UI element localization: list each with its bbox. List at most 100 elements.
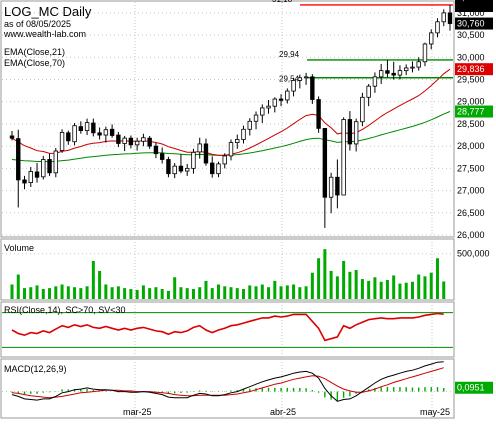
candle-body [435, 21, 440, 34]
candle-body [266, 105, 271, 109]
price-tick-label: 29,000 [457, 97, 485, 107]
macd-hist-tag-bg [455, 381, 493, 394]
price-tick-label: 26,500 [457, 208, 485, 218]
volume-bar [354, 270, 358, 299]
volume-bar [235, 288, 239, 299]
rsi-line [11, 312, 444, 342]
candle-body [272, 98, 277, 107]
site-link[interactable]: www.wealth-lab.com [3, 29, 86, 39]
volume-bar [323, 249, 327, 299]
candlesticks [9, 4, 453, 228]
candle-body [216, 163, 221, 175]
level-lines: 31,18 29,94 29,54 [272, 0, 453, 84]
macd-plot [2, 361, 453, 402]
candle-body [422, 43, 428, 63]
candle-body [147, 137, 152, 147]
candle-body [66, 132, 71, 142]
x-label-may: may-25 [420, 407, 450, 417]
candle-body [397, 70, 403, 76]
candle-body [322, 127, 328, 198]
grid-layer [2, 2, 453, 417]
candle-body [116, 134, 121, 144]
volume-bar [98, 270, 102, 299]
volume-bar [123, 288, 127, 299]
candle-body [203, 143, 209, 164]
price-tick-label: 31,000 [457, 8, 485, 18]
ema-fast-legend: EMA(Close,21) [4, 47, 65, 57]
volume-bar [317, 258, 321, 299]
candle-body [97, 132, 102, 136]
candle-body [385, 70, 390, 74]
volume-bar [48, 288, 52, 299]
candle-body [78, 126, 84, 132]
volume-panel-label: Volume [4, 243, 34, 253]
volume-bar [16, 274, 20, 299]
volume-bar [292, 284, 296, 299]
volume-bar [404, 282, 408, 299]
volume-bar [135, 289, 139, 299]
volume-bar [304, 286, 308, 299]
candle-body [53, 150, 58, 174]
level-label-2: 29,54 [279, 75, 300, 84]
volume-bar [373, 277, 377, 299]
price-tick-label: 28,500 [457, 119, 485, 129]
volume-bar [379, 281, 383, 299]
candle-body [372, 76, 378, 87]
candle-body [260, 107, 265, 116]
volume-bar [110, 287, 114, 299]
candle-body [328, 176, 334, 198]
price-tick-label: 30,000 [457, 52, 485, 62]
candle-body [47, 159, 52, 174]
ema-slow-tag-bg [455, 105, 493, 118]
volume-bar [367, 280, 371, 299]
volume-bar [429, 272, 433, 299]
volume-bar [191, 289, 195, 299]
candle-body [197, 143, 202, 153]
candle-body [303, 76, 309, 79]
volume-bar [66, 286, 70, 299]
ema-fast-tag-bg [455, 63, 493, 76]
volume-bar [204, 280, 208, 299]
volume-bar [385, 279, 389, 299]
volume-bar [60, 284, 64, 299]
volume-bar [360, 279, 364, 299]
volume-bars [10, 249, 446, 299]
price-tick-label: 29,500 [457, 75, 485, 85]
candle-body [353, 121, 359, 145]
volume-bar [392, 275, 396, 299]
macd-last-tag: 0,4863 [457, 0, 485, 2]
candle-body [429, 32, 434, 45]
volume-bar [73, 287, 77, 299]
level-label-1: 29,94 [279, 50, 300, 59]
volume-bar [91, 260, 95, 299]
candle-body [297, 77, 303, 81]
volume-bar [35, 285, 39, 299]
volume-bar [179, 287, 183, 299]
candle-body [416, 61, 421, 68]
candle-body [159, 153, 165, 160]
candle-body [222, 155, 227, 165]
candle-body [391, 72, 396, 76]
volume-bar [254, 286, 258, 299]
candle-body [141, 137, 146, 142]
volume-bar [248, 285, 252, 299]
macd-last-tag-bg [455, 0, 493, 12]
macd-signal-line [11, 367, 444, 399]
volume-bar [260, 284, 264, 299]
candle-body [122, 137, 127, 144]
candle-body [134, 140, 140, 146]
price-tick-label: 27,500 [457, 163, 485, 173]
volume-bar [223, 286, 227, 299]
candle-body [184, 167, 190, 172]
candle-body [16, 138, 21, 181]
candle-body [247, 120, 252, 130]
volume-bar [141, 285, 145, 299]
candle-body [235, 139, 240, 144]
price-tick-label: 28,000 [457, 141, 485, 151]
volume-bar [242, 289, 246, 299]
price-tick-label: 27,000 [457, 186, 485, 196]
volume-bar [423, 276, 427, 299]
volume-bar [79, 288, 83, 299]
